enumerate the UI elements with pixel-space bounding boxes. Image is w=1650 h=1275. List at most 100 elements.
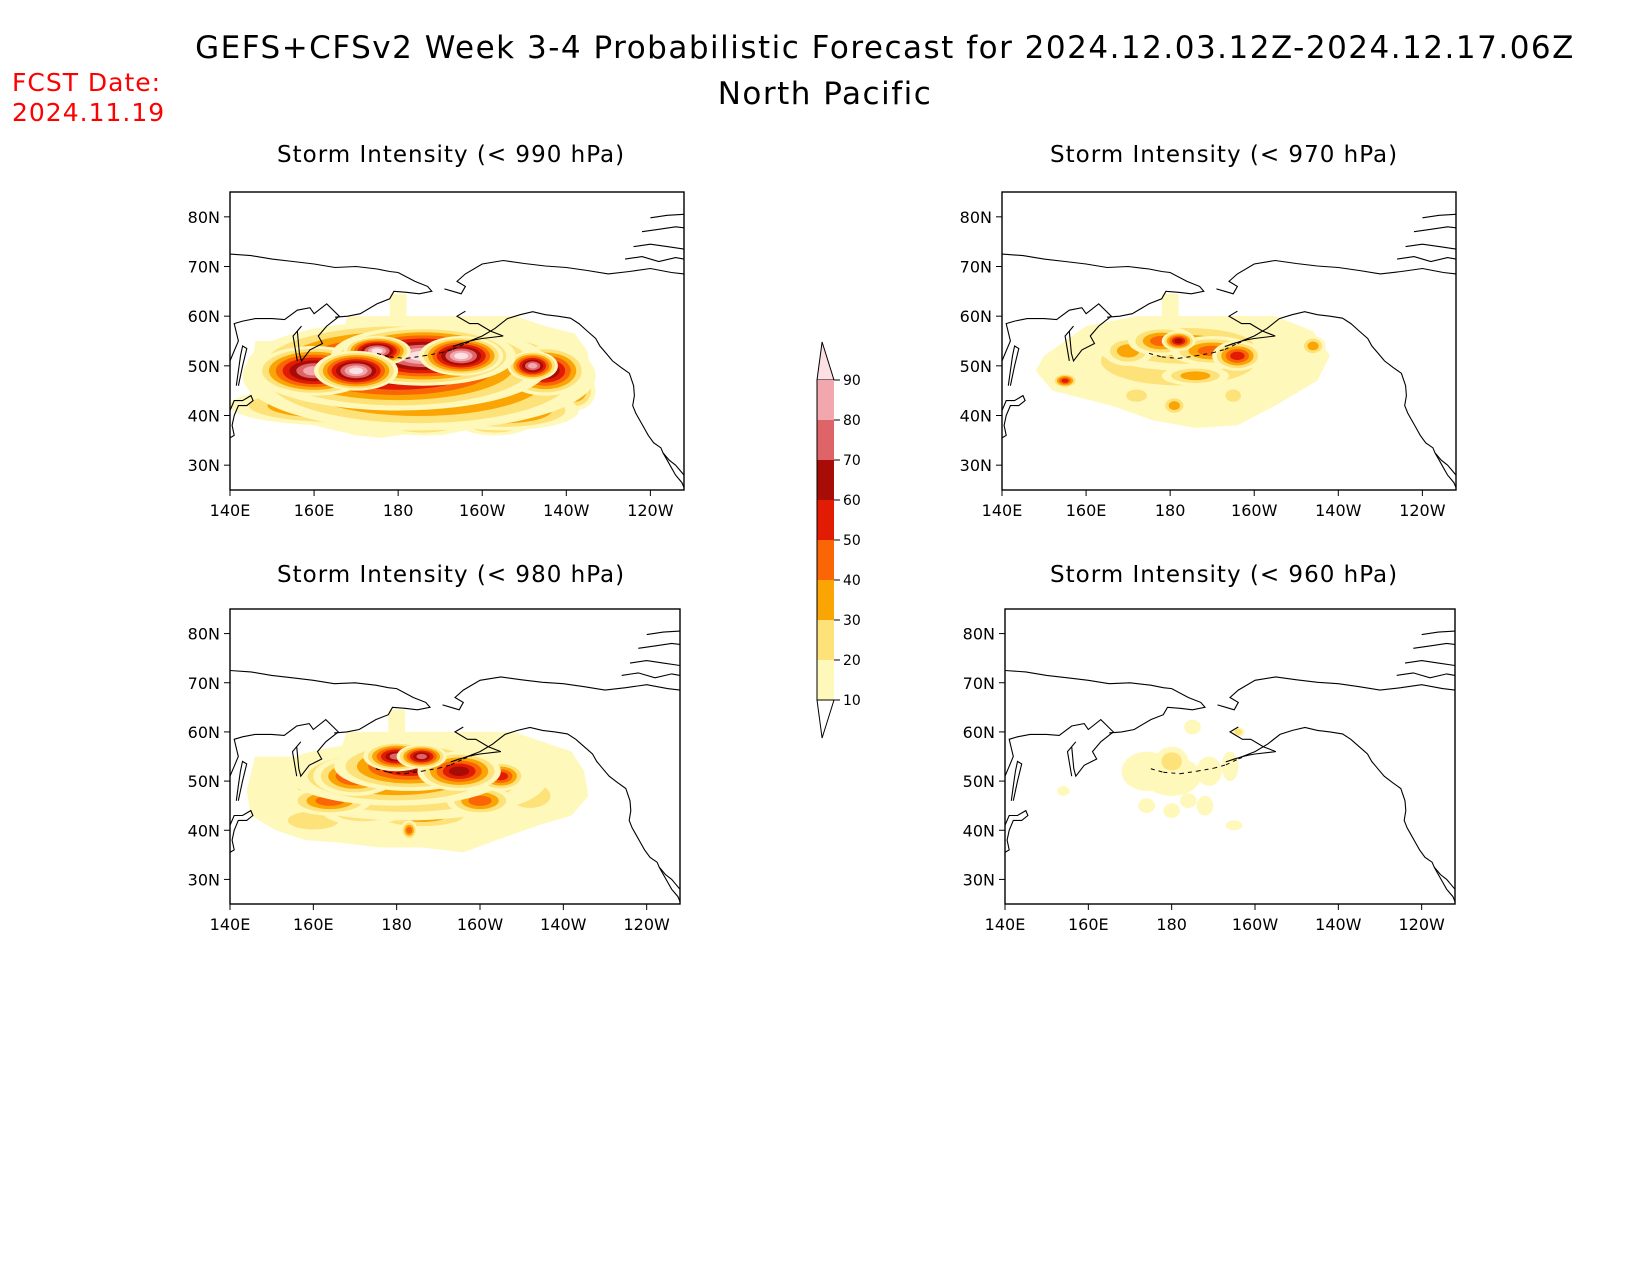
probability-blob-30 <box>1168 401 1180 410</box>
y-tick-label: 60N <box>963 723 995 742</box>
map-frame <box>1001 191 1457 491</box>
coastline <box>1397 256 1456 263</box>
coastline <box>1225 726 1455 890</box>
probability-blob-70 <box>416 753 427 760</box>
colorbar-segment <box>817 540 834 580</box>
aleutian-islands <box>388 771 406 775</box>
coastline <box>658 866 680 902</box>
aleutian-islands <box>1148 352 1162 358</box>
x-tick-label: 140E <box>210 501 251 520</box>
coastline <box>1421 630 1455 636</box>
probability-blob-10 <box>1225 820 1243 831</box>
aleutian-islands <box>1179 770 1197 775</box>
x-tick-label: 140W <box>543 501 590 520</box>
colorbar-segment <box>817 500 834 540</box>
coastline <box>629 660 680 667</box>
aleutian-islands <box>463 753 477 760</box>
coastline <box>633 243 684 250</box>
coastline <box>230 253 433 318</box>
probability-blob-20 <box>1161 752 1182 771</box>
probability-blob-90 <box>454 352 469 360</box>
x-tick-label: 160W <box>1231 501 1278 520</box>
y-tick-label: 40N <box>960 407 992 426</box>
colorbar-label: 10 <box>843 693 861 709</box>
map-frame <box>229 608 681 905</box>
probability-blob-20 <box>1126 389 1147 402</box>
coastline <box>1396 672 1455 679</box>
x-tick-label: 120W <box>623 915 670 934</box>
colorbar-label: 30 <box>843 613 861 629</box>
aleutian-islands <box>375 768 389 773</box>
x-tick-label: 160E <box>294 501 335 520</box>
fcst-date-value: 2024.11.19 <box>12 98 166 127</box>
probability-blob-60 <box>449 766 470 777</box>
map-frame <box>229 191 685 491</box>
probability-blob-50 <box>1230 351 1245 361</box>
map-panel-p990: 140E 160E 180 160W 140W 120W 80N 70N 60N 50N 40N 30… <box>188 191 685 520</box>
aleutian-islands <box>1212 348 1225 354</box>
x-tick-label: 120W <box>1399 501 1446 520</box>
coastline <box>621 672 680 679</box>
colorbar-top-extension <box>816 341 835 381</box>
y-tick-label: 40N <box>963 821 995 840</box>
colorbar-bottom-extension <box>816 699 835 739</box>
y-tick-label: 40N <box>188 821 220 840</box>
x-tick-label: 160W <box>459 501 506 520</box>
probability-blob-20 <box>1234 728 1243 735</box>
colorbar-label: 80 <box>843 413 861 429</box>
probability-field <box>1005 630 1455 902</box>
x-tick-label: 160W <box>457 915 504 934</box>
aleutian-islands <box>440 348 453 354</box>
x-tick-label: 180 <box>381 915 412 934</box>
aleutian-islands <box>1237 338 1251 344</box>
map-panel-p960: 140E 160E 180 160W 140W 120W 80N 70N 60N 50N 40N 30… <box>963 608 1456 934</box>
coastline <box>1217 676 1455 711</box>
probability-blob-60 <box>1174 338 1183 344</box>
y-tick-label: 60N <box>188 307 220 326</box>
colorbar-segment <box>817 460 834 500</box>
probability-blob-90 <box>371 348 383 354</box>
coastline <box>1002 394 1026 439</box>
probability-blob-80 <box>527 363 538 369</box>
coastline <box>1005 718 1115 778</box>
coastline <box>625 256 684 263</box>
x-tick-label: 180 <box>1155 501 1186 520</box>
x-tick-label: 160E <box>1066 501 1107 520</box>
coastline <box>1005 669 1207 734</box>
panel-title-970: Storm Intensity (< 970 hPa) <box>1050 142 1399 168</box>
x-tick-label: 140W <box>1315 915 1362 934</box>
y-tick-label: 60N <box>188 723 220 742</box>
probability-field <box>230 213 684 488</box>
coastline <box>646 630 680 636</box>
aleutian-islands <box>376 352 390 358</box>
probability-blob-10 <box>1221 751 1239 782</box>
coastline <box>235 345 248 386</box>
coastline <box>230 809 254 853</box>
aleutian-islands <box>1238 753 1252 760</box>
colorbar-segment <box>817 420 834 460</box>
probability-blob-50 <box>1061 378 1069 383</box>
x-tick-label: 140W <box>1315 501 1362 520</box>
map-panel-p970: 140E 160E 180 160W 140W 120W 80N 70N 60N 50N 40N 30… <box>960 191 1457 520</box>
x-tick-label: 160E <box>293 915 334 934</box>
coastline <box>230 303 341 363</box>
probability-blob-10 <box>1196 756 1222 786</box>
colorbar-segment <box>817 580 834 620</box>
y-tick-label: 50N <box>960 357 992 376</box>
colorbar-segment <box>817 380 834 420</box>
aleutian-islands <box>450 758 464 766</box>
aleutian-islands <box>404 770 422 775</box>
coastline <box>230 394 254 439</box>
coastline <box>1413 226 1456 233</box>
coastline <box>230 669 432 734</box>
y-tick-label: 30N <box>188 456 220 475</box>
aleutian-islands <box>406 355 424 359</box>
coastline <box>1002 303 1113 363</box>
y-tick-label: 50N <box>963 772 995 791</box>
aleutian-islands <box>1195 352 1213 357</box>
coastline <box>638 642 680 649</box>
y-tick-label: 40N <box>188 407 220 426</box>
aleutian-islands <box>1196 767 1214 772</box>
probability-blob-10 <box>1180 793 1197 809</box>
